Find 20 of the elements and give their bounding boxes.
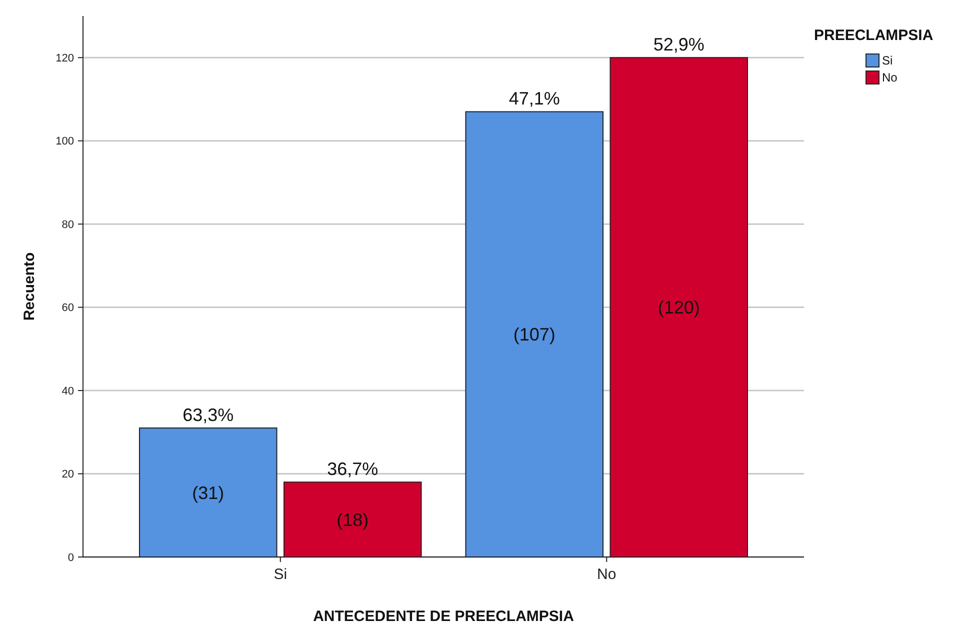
y-tick-label: 80 [62, 218, 74, 231]
y-axis-title: Recuento [21, 252, 38, 321]
legend-label: No [882, 70, 898, 85]
data-label: (18) [336, 510, 369, 530]
data-label: (120) [658, 298, 700, 318]
data-label: (31) [192, 482, 224, 503]
data-label: (107) [513, 324, 556, 345]
y-tick-label: 100 [56, 136, 74, 148]
y-tick-label: 20 [62, 468, 74, 481]
legend-title: PREECLAMPSIA [814, 27, 934, 44]
y-tick-label: 60 [62, 302, 74, 314]
annotation: 63,3% [182, 404, 234, 425]
y-tick-label: 0 [68, 552, 74, 564]
annotation: 36,7% [327, 459, 378, 480]
x-axis-title: ANTECEDENTE DE PREECLAMPSIA [313, 608, 574, 625]
annotation: 47,1% [508, 88, 560, 109]
y-tick-label: 40 [62, 385, 74, 398]
legend-label: Si [882, 54, 893, 68]
annotation: 52,9% [653, 34, 704, 55]
y-tick-label: 120 [56, 52, 74, 64]
